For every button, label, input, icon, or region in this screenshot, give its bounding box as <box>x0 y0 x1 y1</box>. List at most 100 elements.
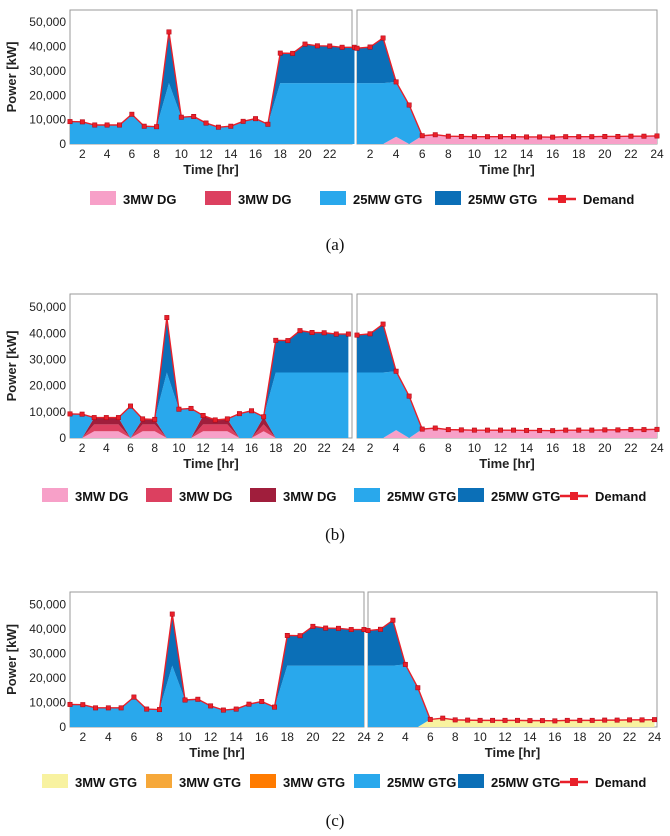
chart-1-legend-swatch-4 <box>458 488 484 502</box>
chart-0-left-demand-point-17 <box>277 50 283 56</box>
chart-1-left-demand-point-21 <box>321 330 327 336</box>
chart-2-right-demand-point-16 <box>564 717 570 723</box>
chart-1-ytick-label: 50,000 <box>29 300 66 314</box>
chart-2-left-demand-point-8 <box>169 611 175 617</box>
chart-1-left-area-0 <box>70 431 349 438</box>
chart-1-legend-label-4: 25MW GTG <box>491 489 560 504</box>
chart-2-right-demand-point-5 <box>427 716 433 722</box>
chart-2-right-demand-point-20 <box>614 717 620 723</box>
chart-1-right-demand-point-20 <box>615 427 621 433</box>
chart-0-left-demand-point-12 <box>215 124 221 130</box>
chart-0-left-demand-point-3 <box>104 122 110 128</box>
chart-0-ytick-label: 50,000 <box>29 15 66 29</box>
chart-2-legend-swatch-3 <box>354 774 380 788</box>
chart-0-left-demand-point-1 <box>79 119 85 125</box>
chart-0-left-area-3 <box>70 31 355 128</box>
chart-1-left-demand-point-4 <box>115 415 121 421</box>
chart-1-legend-label-5: Demand <box>595 489 646 504</box>
chart-2-right-demand-point-21 <box>627 717 633 723</box>
chart-2-legend-swatch-1 <box>146 774 172 788</box>
chart-0-right-demand-point-21 <box>628 133 634 139</box>
chart-1-right-demand-point-4 <box>406 393 412 399</box>
chart-2-left-demand-point-22 <box>348 627 354 633</box>
chart-2-ytick-label: 10,000 <box>29 695 66 709</box>
chart-0-right-xtick-label: 6 <box>419 147 426 161</box>
chart-2-left-demand-point-19 <box>310 623 316 629</box>
chart-0-right-demand-point-19 <box>602 133 608 139</box>
chart-1-left-demand-point-12 <box>212 417 218 423</box>
chart-1-left-demand-point-17 <box>273 337 279 343</box>
chart-1-left-xtick-label: 14 <box>221 441 235 455</box>
chart-1-right-demand-point-22 <box>641 427 647 433</box>
chart-1-left-demand-point-13 <box>224 416 230 422</box>
chart-2-left-demand-point-1 <box>80 702 86 708</box>
chart-0-right-demand-point-14 <box>537 134 543 140</box>
chart-1-left-xtick-label: 12 <box>196 441 210 455</box>
chart-1-left-demand-point-0 <box>67 411 73 417</box>
chart-0-right-demand-point-23 <box>654 133 660 139</box>
chart-0-right-demand-point-12 <box>511 134 516 140</box>
chart-1-right-xtick-label: 22 <box>624 441 638 455</box>
chart-1-right-demand-point-3 <box>393 368 399 374</box>
chart-2: 0 10,000 20,000 30,000 40,000 50,000 Power [kW… <box>4 597 646 830</box>
chart-2-right-xtick-label: 8 <box>452 730 459 744</box>
chart-0-legend-label-1: 3MW DG <box>238 192 291 207</box>
chart-2-left-xtick-label: 6 <box>131 730 138 744</box>
chart-1-left-demand-point-8 <box>164 315 170 321</box>
chart-1-left-xtick-label: 18 <box>269 441 283 455</box>
chart-2-caption: (c) <box>326 811 345 830</box>
chart-1-right-demand-point-2 <box>380 321 386 327</box>
chart-1-right-demand-point-5 <box>419 426 425 432</box>
chart-0-legend-label-2: 25MW GTG <box>353 192 422 207</box>
chart-2-left-xtick-label: 14 <box>229 730 243 744</box>
chart-2-right-demand-point-14 <box>539 718 545 724</box>
chart-0-left-xtick-label: 12 <box>199 147 213 161</box>
chart-0-ytick-label: 30,000 <box>29 64 66 78</box>
chart-0-legend-swatch-1 <box>205 191 231 205</box>
chart-2-ytick-label: 40,000 <box>29 622 66 636</box>
chart-2-right-demand-point-1 <box>378 626 383 632</box>
chart-2-right-xtick-label: 6 <box>427 730 434 744</box>
chart-0-left-demand-point-20 <box>314 43 320 49</box>
chart-0-ylabel: Power [kW] <box>4 42 19 113</box>
chart-2-left-demand-point-10 <box>195 696 201 702</box>
chart-1-left-xtick-label: 2 <box>79 441 86 455</box>
chart-1-legend-demand-marker <box>570 492 578 500</box>
chart-2-left-xtick-label: 4 <box>105 730 112 744</box>
chart-1-left-demand-point-5 <box>128 403 133 409</box>
chart-2-legend: 3MW GTG 3MW GTG 3MW GTG 25MW GTG 25MW GTG Dem… <box>42 774 646 790</box>
chart-0-right-demand-point-3 <box>393 79 399 85</box>
chart-1-right-demand-point-13 <box>524 427 530 433</box>
chart-0-right-demand-point-10 <box>484 134 490 140</box>
chart-2-right-demand-point-23 <box>652 717 657 723</box>
chart-1-left-area-3 <box>70 372 349 438</box>
chart-0-left-demand-point-2 <box>92 122 98 128</box>
chart-2-right-xtick-label: 10 <box>473 730 487 744</box>
chart-1-right-demand-point-1 <box>367 331 373 337</box>
chart-0-left-demand-point-6 <box>141 123 147 129</box>
chart-1-legend: 3MW DG 3MW DG 3MW DG 25MW GTG 25MW GTG Demand <box>42 488 646 504</box>
chart-0-right-demand-point-4 <box>406 102 412 108</box>
chart-0-right-demand-point-2 <box>380 35 386 41</box>
chart-2-left-xtick-label: 2 <box>79 730 86 744</box>
chart-2-left-xtick-label: 18 <box>281 730 295 744</box>
chart-1-right-demand-point-21 <box>628 427 634 433</box>
chart-0-left-xtick-label: 10 <box>175 147 189 161</box>
chart-0-right-demand-point-20 <box>615 133 621 139</box>
chart-1-right-demand-point-7 <box>445 427 451 433</box>
chart-2-ytick-label: 0 <box>59 720 66 734</box>
chart-2-left-xtick-label: 24 <box>357 730 371 744</box>
chart-2-legend-label-1: 3MW GTG <box>179 775 241 790</box>
chart-1-right-xtick-label: 6 <box>419 441 426 455</box>
chart-1-left-area-1 <box>70 424 349 438</box>
chart-0-left-demand-point-0 <box>67 119 73 125</box>
chart-0-ytick-label: 10,000 <box>29 113 66 127</box>
chart-1-right-area-3 <box>357 371 657 438</box>
chart-2-right-xtick-label: 20 <box>598 730 612 744</box>
chart-2-left-demand-point-18 <box>297 633 303 639</box>
chart-1-left-xtick-label: 24 <box>342 441 356 455</box>
chart-2-left-xtick-label: 10 <box>178 730 192 744</box>
chart-1-left-demand-point-6 <box>140 416 146 422</box>
chart-1-right-xtick-label: 14 <box>520 441 534 455</box>
